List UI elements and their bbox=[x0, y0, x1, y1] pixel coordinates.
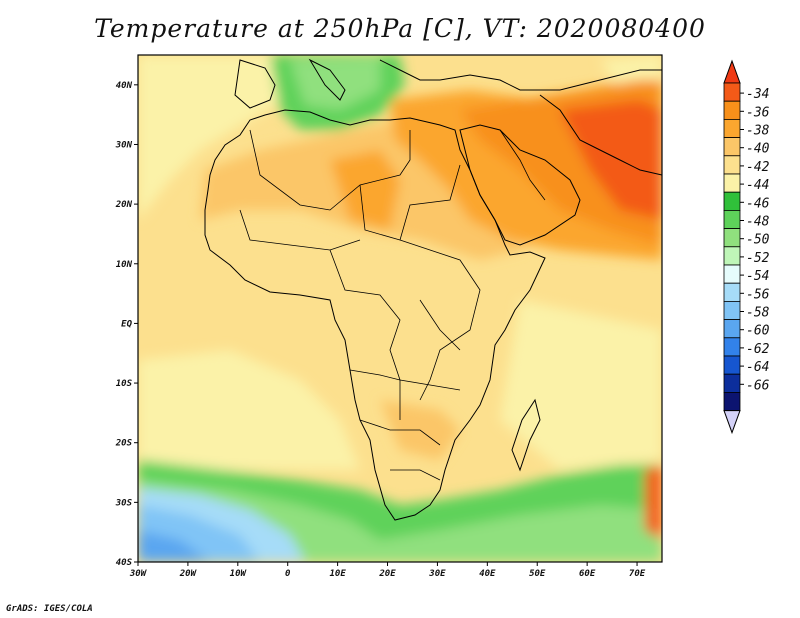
colorbar-label: -44 bbox=[746, 178, 769, 193]
colorbar-label: -66 bbox=[746, 378, 770, 393]
lat-tick-label: EQ bbox=[121, 319, 132, 329]
colorbar-bin bbox=[723, 228, 741, 248]
colorbar-bin bbox=[723, 100, 741, 120]
lon-tick-label: 10E bbox=[329, 569, 346, 579]
colorbar-label: -42 bbox=[746, 160, 770, 175]
temperature-field bbox=[138, 55, 662, 562]
lon-tick-label: 40E bbox=[479, 569, 496, 579]
colorbar-label: -62 bbox=[746, 342, 770, 357]
colorbar-label: -64 bbox=[746, 360, 769, 375]
iberia-coast bbox=[234, 59, 276, 109]
chart-title: Temperature at 250hPa [C], VT: 202008040… bbox=[94, 14, 706, 43]
colorbar-label: -58 bbox=[746, 306, 770, 321]
colorbar-bin bbox=[723, 191, 741, 211]
field-hot-core bbox=[560, 100, 662, 220]
map-frame bbox=[137, 54, 663, 563]
colorbar-bin bbox=[723, 173, 741, 193]
coastlines bbox=[204, 58, 662, 521]
colorbar-label: -36 bbox=[746, 105, 770, 120]
colorbar-bin bbox=[723, 155, 741, 175]
lat-tick-label: 20N bbox=[115, 200, 133, 210]
colorbar-bin bbox=[723, 209, 741, 229]
colorbar-bin bbox=[723, 119, 741, 139]
lat-tick-label: 40S bbox=[116, 558, 133, 568]
field-pale-indian bbox=[500, 300, 662, 470]
persian-coast bbox=[539, 94, 662, 176]
colorbar-label: -46 bbox=[746, 196, 770, 211]
colorbar-bin bbox=[723, 300, 741, 320]
credit-text: GrADS: IGES/COLA bbox=[6, 604, 93, 614]
colorbar-bin bbox=[723, 246, 741, 266]
lat-tick-label: 30S bbox=[115, 498, 133, 508]
colorbar-bin bbox=[723, 282, 741, 302]
italy-coast bbox=[308, 58, 346, 101]
north-coast bbox=[379, 59, 662, 91]
lat-tick-label: 40N bbox=[116, 81, 133, 91]
latitude-axis: 40N 30N 20N 10N EQ 10S 20S 30S 40S bbox=[115, 81, 138, 568]
colorbar-bin bbox=[723, 355, 741, 375]
lon-tick-label: 30E bbox=[428, 569, 446, 579]
field-pale-north bbox=[138, 55, 300, 220]
colorbar-bin bbox=[723, 373, 741, 393]
longitude-axis: 30W 20W 10W 0 10E 20E 30E 40E 50E 60E 70E bbox=[129, 562, 646, 579]
colorbar-label: -50 bbox=[746, 233, 770, 248]
colorbar-label: -34 bbox=[746, 87, 769, 102]
lat-tick-label: 20S bbox=[115, 439, 133, 449]
colorbar-label: -54 bbox=[746, 269, 769, 284]
colorbar-label: -38 bbox=[746, 124, 770, 139]
colorbar-label: -60 bbox=[746, 324, 770, 339]
colorbar-label: -52 bbox=[746, 251, 770, 266]
colorbar-label: -48 bbox=[746, 215, 770, 230]
lon-tick-label: 10W bbox=[230, 569, 248, 579]
lon-tick-label: 20E bbox=[378, 569, 396, 579]
colorbar-bottom-arrow bbox=[723, 410, 741, 435]
colorbar-bin bbox=[723, 391, 741, 411]
lon-tick-label: 0 bbox=[285, 569, 291, 579]
lon-tick-label: 30W bbox=[129, 569, 148, 579]
madagascar-coast bbox=[511, 398, 541, 472]
lon-tick-label: 60E bbox=[579, 569, 596, 579]
africa-coast bbox=[204, 109, 546, 521]
lat-tick-label: 30N bbox=[115, 140, 133, 150]
colorbar-top-arrow bbox=[723, 59, 741, 84]
lon-tick-label: 20W bbox=[179, 569, 198, 579]
colorbar-bin bbox=[723, 137, 741, 157]
lon-tick-label: 70E bbox=[629, 569, 646, 579]
arabia-coast bbox=[459, 124, 581, 246]
colorbar: -34 -36 -38 -40 -42 -44 -46 -48 -50 -52 -54 -56 -58 -… bbox=[723, 59, 770, 435]
field-pale-southatlantic bbox=[138, 350, 360, 470]
lat-tick-label: 10S bbox=[116, 379, 133, 389]
colorbar-bin bbox=[723, 337, 741, 357]
colorbar-label: -56 bbox=[746, 287, 770, 302]
colorbar-label: -40 bbox=[746, 142, 770, 157]
lat-tick-label: 10N bbox=[116, 260, 133, 270]
colorbar-bin bbox=[723, 264, 741, 284]
lon-tick-label: 50E bbox=[529, 569, 546, 579]
colorbar-bin bbox=[723, 82, 741, 102]
colorbar-bin bbox=[723, 319, 741, 339]
